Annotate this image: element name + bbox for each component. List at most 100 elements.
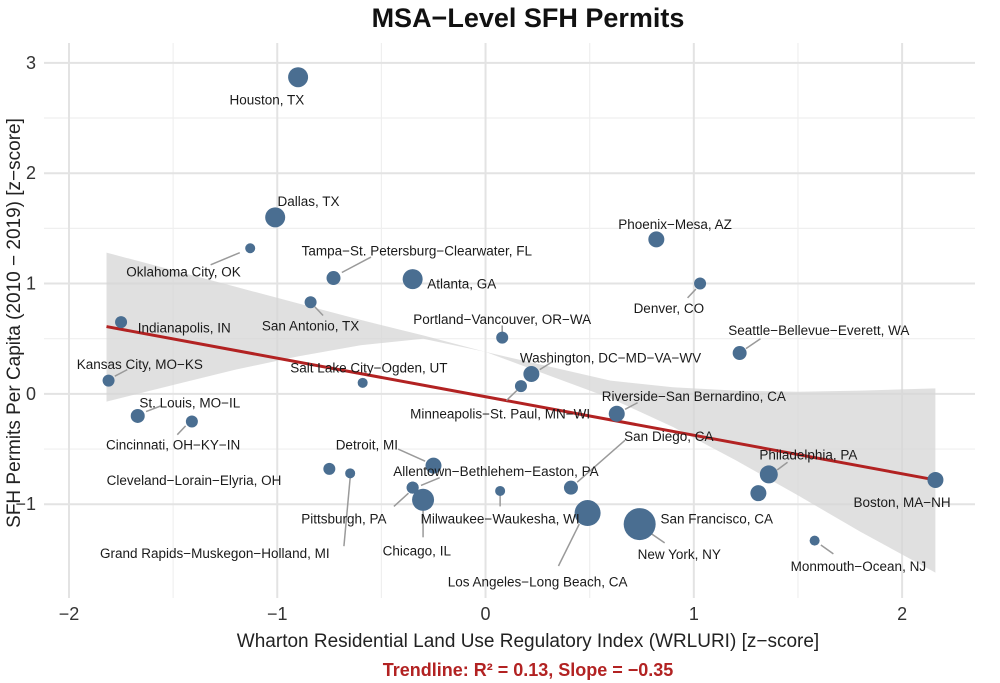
data-point xyxy=(694,277,707,290)
data-point xyxy=(402,269,423,290)
y-tick-label: 0 xyxy=(26,384,36,404)
y-tick-label: 2 xyxy=(26,163,36,183)
data-label: Grand Rapids−Muskegon−Holland, MI xyxy=(100,546,330,561)
x-tick-label: 2 xyxy=(897,604,907,624)
x-axis-label: Wharton Residential Land Use Regulatory … xyxy=(237,631,819,652)
data-point xyxy=(495,485,506,496)
data-label: Portland−Vancouver, OR−WA xyxy=(413,312,591,327)
data-point xyxy=(759,465,778,484)
x-tick-label: −1 xyxy=(267,604,288,624)
data-label: Seattle−Bellevue−Everett, WA xyxy=(728,323,909,338)
data-point xyxy=(750,485,767,502)
data-point xyxy=(514,380,527,393)
data-label: Minneapolis−St. Paul, MN−WI xyxy=(410,407,590,422)
trendline xyxy=(106,325,936,482)
leader-line xyxy=(314,306,324,317)
leader-line xyxy=(210,251,241,266)
data-label: Chicago, IL xyxy=(383,544,452,559)
confidence-band xyxy=(106,252,936,573)
data-label: Salt Lake City−Ogden, UT xyxy=(290,360,447,375)
data-label: Milwaukee−Waukesha, WI xyxy=(421,512,580,527)
data-label: Monmouth−Ocean, NJ xyxy=(791,559,926,574)
data-label: Detroit, MI xyxy=(336,438,398,453)
x-tick-label: 1 xyxy=(689,604,699,624)
leader-line xyxy=(420,477,441,487)
confidence-band-area xyxy=(106,252,936,573)
chart-title: MSA−Level SFH Permits xyxy=(372,3,685,33)
y-axis-label: SFH Permits Per Capita (2010 − 2019) [z−… xyxy=(4,118,25,528)
data-point xyxy=(425,457,442,474)
chart-subtitle: Trendline: R² = 0.13, Slope = −0.35 xyxy=(383,660,674,680)
data-point xyxy=(326,271,341,286)
data-point xyxy=(304,296,317,309)
leader-line xyxy=(114,368,128,377)
data-label: Kansas City, MO−KS xyxy=(77,357,203,372)
data-point xyxy=(115,316,128,329)
data-label: Pittsburgh, PA xyxy=(301,512,386,527)
data-point xyxy=(496,331,509,344)
leader-line xyxy=(145,405,161,413)
data-label: San Francisco, CA xyxy=(660,512,773,527)
data-label: Cincinnati, OH−KY−IN xyxy=(106,438,240,453)
data-point xyxy=(357,377,368,388)
data-label: Tampa−St. Petersburg−Clearwater, FL xyxy=(302,243,533,258)
data-labels: Houston, TX Dallas, TX Oklahoma City, OK Ta… xyxy=(77,92,951,589)
trendline-path xyxy=(106,325,936,482)
data-point xyxy=(563,480,578,495)
data-label: Philadelphia, PA xyxy=(759,448,857,463)
leader-line xyxy=(576,439,626,483)
data-point xyxy=(927,471,944,488)
axis-ticks: −2 −1 0 1 2 −1 0 1 2 3 xyxy=(15,53,907,624)
data-label: Cleveland−Lorain−Elyria, OH xyxy=(107,473,282,488)
leader-line xyxy=(539,361,553,371)
data-point xyxy=(130,408,145,423)
data-point xyxy=(523,366,540,383)
data-point xyxy=(608,405,625,422)
leader-line xyxy=(745,338,761,350)
data-point xyxy=(102,374,115,387)
data-point xyxy=(345,468,356,479)
data-point xyxy=(574,500,601,527)
data-point xyxy=(732,346,747,361)
data-label: Indianapolis, IN xyxy=(138,321,231,336)
data-point xyxy=(265,207,286,228)
leader-line xyxy=(176,425,187,436)
data-points xyxy=(102,67,944,546)
x-tick-label: 0 xyxy=(481,604,491,624)
data-label: Oklahoma City, OK xyxy=(126,264,241,279)
data-label: Houston, TX xyxy=(229,92,304,107)
data-label: Boston, MA−NH xyxy=(854,495,951,510)
data-label: San Antonio, TX xyxy=(262,318,359,333)
leader-line xyxy=(505,390,518,402)
data-point xyxy=(648,231,665,248)
y-tick-label: 3 xyxy=(26,53,36,73)
data-point xyxy=(406,481,419,494)
data-point xyxy=(185,415,198,428)
data-label: Dallas, TX xyxy=(277,194,339,209)
data-label: Atlanta, GA xyxy=(427,277,496,292)
data-point xyxy=(412,488,435,511)
leader-line xyxy=(393,492,409,507)
leader-line xyxy=(624,402,638,410)
leader-line xyxy=(687,288,697,299)
leader-line xyxy=(776,461,788,471)
label-leaders xyxy=(114,251,834,567)
data-point xyxy=(245,243,256,254)
data-label: Riverside−San Bernardino, CA xyxy=(602,389,786,404)
data-point xyxy=(323,462,336,475)
data-label: St. Louis, MO−IL xyxy=(139,396,240,411)
leader-line xyxy=(397,448,426,462)
data-label: Washington, DC−MD−VA−WV xyxy=(520,350,701,365)
data-label: Los Angeles−Long Beach, CA xyxy=(448,574,628,589)
leader-line xyxy=(649,532,666,544)
data-label: Phoenix−Mesa, AZ xyxy=(618,217,732,232)
data-point xyxy=(809,535,820,546)
leader-line xyxy=(341,256,372,274)
leader-line xyxy=(343,477,351,547)
data-label: San Diego, CA xyxy=(624,429,713,444)
leader-line xyxy=(557,523,580,567)
data-label: New York, NY xyxy=(638,547,721,562)
y-tick-label: −1 xyxy=(15,494,36,514)
data-point xyxy=(623,508,656,541)
